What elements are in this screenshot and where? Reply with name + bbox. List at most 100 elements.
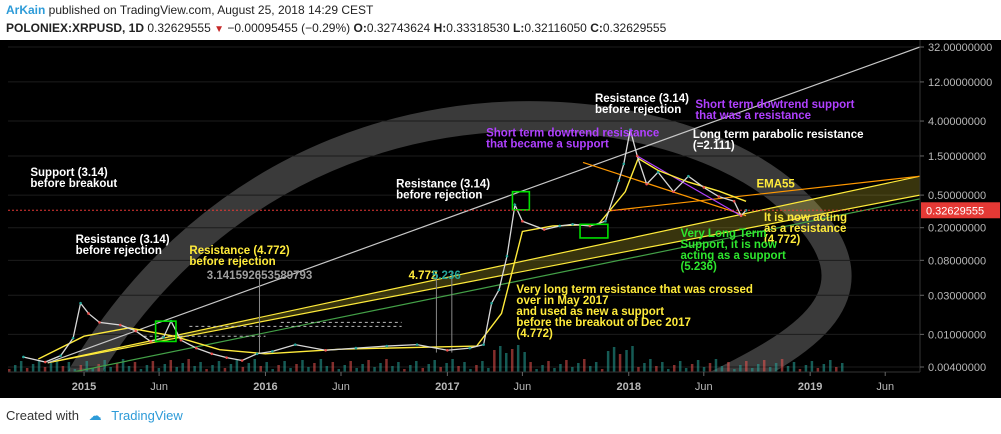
volume-bar [612, 347, 616, 372]
volume-bar [265, 362, 268, 372]
volume-bar [325, 366, 329, 372]
ohlc-header: POLONIEX:XRPUSD, 1D 0.32629555 ▼ −0.0009… [6, 21, 666, 35]
volume-bar [349, 361, 352, 372]
volume-bar [211, 365, 214, 372]
volume-bar [565, 360, 568, 372]
time-tick-label: 2018 [617, 381, 641, 393]
volume-bar [751, 368, 754, 372]
volume-bar [762, 360, 766, 372]
price-point [645, 182, 648, 186]
highlight-box [154, 320, 177, 343]
price-point [324, 348, 327, 352]
price-point [497, 288, 501, 292]
price-point [571, 223, 574, 226]
volume-bar [31, 364, 35, 372]
volume-bar [73, 369, 77, 372]
volume-bar [678, 361, 682, 372]
high-value: 0.33318530 [446, 21, 510, 35]
close-label: C: [590, 21, 603, 35]
annotation-line: Resistance (3.14) [595, 93, 689, 105]
annotation-line: and used as new a support [516, 306, 664, 318]
annotation-line: Resistance (4.772) [189, 245, 290, 257]
volume-bar [175, 367, 178, 372]
price-point [672, 190, 675, 193]
annotation-text: Resistance (3.14) before rejection [396, 178, 490, 201]
open-value: 0.32743624 [366, 21, 431, 35]
volume-bar [733, 369, 736, 372]
volume-bar [295, 364, 298, 372]
price-point [98, 321, 101, 324]
volume-bar [541, 365, 544, 372]
volume-bar [727, 362, 730, 372]
annotation-line: (4.772) [516, 328, 553, 340]
volume-bar [720, 366, 724, 372]
low-value: 0.32116050 [524, 21, 587, 35]
volume-bar [193, 366, 196, 372]
footer: Created with ☁ TradingView [6, 408, 183, 424]
annotation-text: Resistance (4.772) before rejection [189, 245, 290, 268]
volume-bar [631, 346, 634, 372]
volume-bar [577, 363, 580, 372]
price-chart[interactable]: 32.00000000 12.00000000 4.00000000 1.500000… [0, 40, 1001, 398]
volume-bar [445, 363, 448, 372]
tradingview-link[interactable]: TradingView [111, 408, 183, 423]
volume-bar [523, 352, 526, 372]
price-point [271, 350, 274, 353]
annotation-text: It is now acting as a resistance (4.772) [764, 212, 847, 246]
volume-bar [361, 364, 364, 372]
annotation-line: over in May 2017 [516, 295, 608, 307]
volume-bar [187, 359, 190, 372]
price-axis[interactable]: 32.00000000 12.00000000 4.00000000 1.500000… [919, 40, 1000, 374]
volume-bar [247, 363, 251, 372]
volume-bar [91, 368, 94, 372]
annotation-line: Short term dowtrend resistance [486, 127, 659, 139]
volume-bar [618, 354, 622, 372]
volume-bar [667, 369, 670, 372]
annotation-line: (5.236) [680, 261, 717, 273]
price-tick-label: 4.00000000 [928, 116, 986, 128]
volume-bar [510, 349, 514, 372]
volume-bar [433, 360, 436, 372]
volume-bar [61, 366, 65, 372]
volume-bar [115, 363, 119, 372]
volume-bar [559, 364, 562, 372]
volume-bar [157, 368, 161, 372]
published-text: published on TradingView.com, August 25,… [45, 3, 374, 17]
volume-bar [493, 350, 496, 372]
time-axis[interactable]: 2015 Jun 2016 Jun 2017 Jun 2018 Jun 2019 Jun [8, 371, 920, 393]
annotation-line: as a resistance [764, 223, 846, 235]
volume-bar [457, 366, 460, 372]
price-point [732, 199, 736, 203]
annotation-line: before the breakout of Dec 2017 [516, 317, 690, 329]
annotation-line: 4.772 [409, 270, 438, 282]
volume-bar [139, 369, 143, 372]
volume-bar [516, 345, 520, 372]
annotation-text: Resistance (3.14) before rejection [76, 234, 170, 257]
price-point [622, 162, 626, 166]
annotation-line: before rejection [595, 104, 681, 116]
volume-bar [169, 360, 173, 372]
price-point [119, 323, 122, 327]
annotation-line: that was a resistance [695, 110, 811, 122]
annotation-text: Short term dowtrend support that was a re… [695, 99, 854, 122]
volume-bar [661, 362, 664, 372]
volume-bar [283, 361, 286, 372]
volume-bar [786, 366, 790, 372]
annotation-line: acting as a support [680, 250, 786, 262]
price-point [702, 186, 706, 189]
price-point [255, 352, 259, 356]
author-name[interactable]: ArKain [6, 3, 46, 17]
volume-bar [319, 359, 323, 372]
volume-bar [43, 367, 47, 372]
volume-bar [684, 368, 688, 372]
volume-bar [307, 367, 310, 372]
volume-bar [768, 367, 772, 372]
annotation-line: Long term parabolic resistance [693, 129, 864, 141]
volume-bar [637, 367, 640, 372]
volume-bar [355, 368, 358, 372]
annotation-line: that became a support [486, 138, 609, 150]
trend-line [47, 194, 920, 364]
volume-bar [25, 368, 29, 372]
volume-bar [421, 368, 425, 372]
volume-bar [127, 366, 131, 372]
